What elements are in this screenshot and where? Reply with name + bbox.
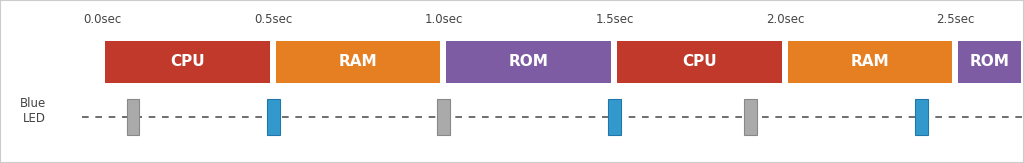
FancyBboxPatch shape [105, 41, 270, 83]
FancyBboxPatch shape [127, 99, 139, 135]
Text: 2.0sec: 2.0sec [766, 13, 805, 26]
FancyBboxPatch shape [617, 41, 782, 83]
FancyBboxPatch shape [446, 41, 611, 83]
FancyBboxPatch shape [958, 41, 1021, 83]
FancyBboxPatch shape [276, 41, 440, 83]
Text: Blue
LED: Blue LED [19, 97, 46, 125]
FancyBboxPatch shape [608, 99, 621, 135]
Text: 1.0sec: 1.0sec [424, 13, 463, 26]
Text: 0.5sec: 0.5sec [254, 13, 293, 26]
FancyBboxPatch shape [267, 99, 280, 135]
FancyBboxPatch shape [915, 99, 928, 135]
Text: ROM: ROM [509, 54, 549, 69]
FancyBboxPatch shape [788, 41, 952, 83]
Text: 0.0sec: 0.0sec [83, 13, 122, 26]
Text: ROM: ROM [970, 54, 1010, 69]
Text: 1.5sec: 1.5sec [595, 13, 634, 26]
Text: RAM: RAM [339, 54, 378, 69]
Text: RAM: RAM [851, 54, 890, 69]
Text: CPU: CPU [683, 54, 717, 69]
Text: CPU: CPU [171, 54, 205, 69]
FancyBboxPatch shape [744, 99, 757, 135]
FancyBboxPatch shape [437, 99, 450, 135]
Text: 2.5sec: 2.5sec [936, 13, 975, 26]
